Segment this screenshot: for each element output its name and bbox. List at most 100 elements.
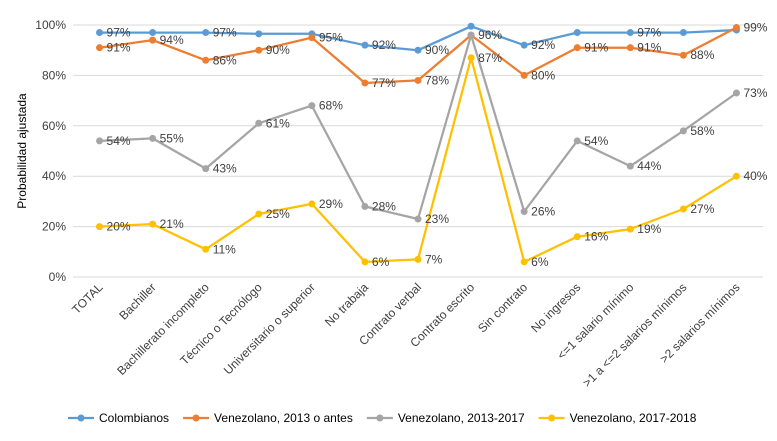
data-point bbox=[149, 220, 157, 228]
data-point bbox=[255, 30, 263, 38]
data-point bbox=[414, 215, 422, 223]
data-label: 86% bbox=[213, 53, 237, 67]
data-point bbox=[732, 172, 740, 180]
data-label: 92% bbox=[372, 38, 396, 52]
data-label: 97% bbox=[637, 26, 661, 40]
data-point bbox=[467, 54, 475, 62]
data-point bbox=[520, 71, 528, 79]
legend-marker bbox=[376, 414, 384, 422]
legend-label: Venezolano, 2013 o antes bbox=[214, 411, 353, 425]
legend-label: Venezolano, 2017-2018 bbox=[570, 411, 697, 425]
data-label: 7% bbox=[425, 252, 443, 266]
data-point bbox=[255, 46, 263, 54]
data-point bbox=[414, 76, 422, 84]
data-label: 91% bbox=[584, 41, 608, 55]
y-axis-label: Probabilidad ajustada bbox=[15, 93, 29, 209]
x-tick-label: TOTAL bbox=[69, 280, 106, 317]
data-label: 96% bbox=[478, 28, 502, 42]
data-point bbox=[255, 210, 263, 218]
x-tick-label: Bachiller bbox=[116, 280, 158, 322]
data-label: 26% bbox=[531, 204, 555, 218]
x-tick-label: No trabaja bbox=[322, 280, 371, 329]
x-tick-label: Bachillerato incompleto bbox=[114, 280, 212, 378]
data-point bbox=[361, 258, 369, 266]
data-label: 92% bbox=[531, 38, 555, 52]
series-line bbox=[99, 33, 738, 221]
data-label: 91% bbox=[107, 41, 131, 55]
data-label: 11% bbox=[213, 242, 236, 256]
data-label: 97% bbox=[107, 26, 131, 40]
data-point bbox=[96, 29, 104, 37]
y-tick-label: 20% bbox=[42, 220, 66, 234]
data-label: 97% bbox=[213, 26, 237, 40]
data-point bbox=[149, 29, 157, 37]
data-label: 87% bbox=[478, 51, 502, 65]
data-label: 44% bbox=[637, 159, 661, 173]
data-label: 99% bbox=[743, 21, 767, 35]
data-label: 80% bbox=[531, 68, 555, 82]
data-point bbox=[626, 162, 634, 170]
data-label: 73% bbox=[743, 86, 767, 100]
data-point bbox=[255, 119, 263, 127]
data-label: 43% bbox=[213, 162, 237, 176]
data-label: 68% bbox=[319, 99, 343, 113]
data-label: 55% bbox=[160, 131, 184, 145]
data-label: 95% bbox=[319, 31, 343, 45]
legend-label: Venezolano, 2013-2017 bbox=[398, 411, 525, 425]
data-point bbox=[361, 202, 369, 210]
data-point bbox=[520, 207, 528, 215]
data-label: 90% bbox=[266, 43, 290, 57]
data-point bbox=[467, 31, 475, 39]
data-label: 61% bbox=[266, 116, 290, 130]
data-point bbox=[679, 29, 687, 37]
data-label: 90% bbox=[425, 43, 449, 57]
y-tick-label: 80% bbox=[42, 68, 66, 82]
data-point bbox=[202, 56, 210, 64]
data-point bbox=[149, 134, 157, 142]
data-label: 6% bbox=[531, 255, 549, 269]
data-label: 54% bbox=[584, 134, 608, 148]
data-label: 19% bbox=[637, 222, 661, 236]
data-label: 77% bbox=[372, 76, 396, 90]
data-point bbox=[626, 44, 634, 52]
data-point bbox=[308, 34, 316, 42]
legend-marker bbox=[77, 414, 85, 422]
data-point bbox=[520, 258, 528, 266]
legend-label: Colombianos bbox=[99, 411, 169, 425]
data-point bbox=[308, 200, 316, 208]
data-point bbox=[149, 36, 157, 44]
data-point bbox=[626, 225, 634, 233]
data-label: 21% bbox=[160, 217, 184, 231]
data-label: 16% bbox=[584, 230, 608, 244]
data-point bbox=[679, 127, 687, 135]
y-tick-label: 40% bbox=[42, 169, 66, 183]
data-point bbox=[361, 41, 369, 49]
y-tick-label: 60% bbox=[42, 119, 66, 133]
y-tick-label: 100% bbox=[35, 18, 66, 32]
data-label: 23% bbox=[425, 212, 449, 226]
data-label: 29% bbox=[319, 197, 343, 211]
data-point bbox=[202, 165, 210, 173]
x-tick-label: >1 a <=2 salarios mínimos bbox=[580, 280, 690, 390]
data-label: 91% bbox=[637, 41, 661, 55]
data-point bbox=[679, 205, 687, 213]
data-label: 25% bbox=[266, 207, 290, 221]
data-point bbox=[414, 255, 422, 263]
data-point bbox=[308, 102, 316, 110]
data-point bbox=[679, 51, 687, 59]
data-point bbox=[626, 29, 634, 37]
data-point bbox=[573, 44, 581, 52]
data-point bbox=[467, 22, 475, 30]
data-label: 6% bbox=[372, 255, 390, 269]
data-point bbox=[732, 24, 740, 32]
data-point bbox=[202, 245, 210, 253]
data-point bbox=[732, 89, 740, 97]
legend-marker bbox=[548, 414, 556, 422]
data-label: 54% bbox=[107, 134, 131, 148]
data-point bbox=[96, 44, 104, 52]
y-tick-label: 0% bbox=[49, 270, 67, 284]
data-label: 58% bbox=[690, 124, 714, 138]
data-label: 27% bbox=[690, 202, 714, 216]
